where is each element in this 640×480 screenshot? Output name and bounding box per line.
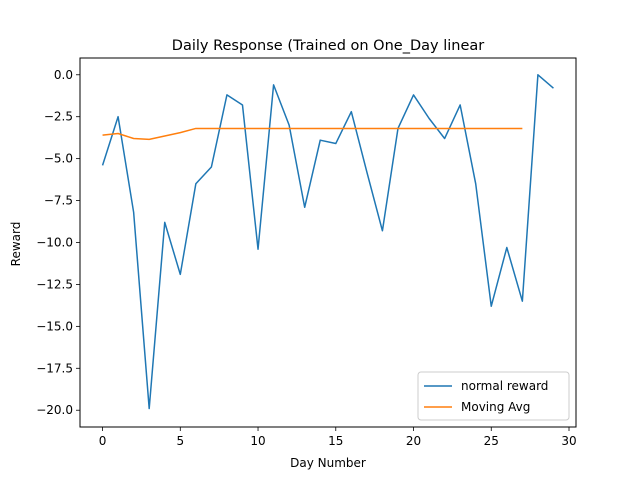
x-tick-label: 10 (250, 434, 265, 448)
x-tick-label: 20 (406, 434, 421, 448)
legend-label: Moving Avg (461, 400, 530, 414)
y-axis-label: Reward (9, 222, 23, 267)
y-tick-label: −10.0 (36, 236, 73, 250)
y-tick-label: −17.5 (36, 361, 73, 375)
x-axis: 0 5 10 15 20 25 30 (99, 427, 577, 448)
x-tick-label: 30 (561, 434, 576, 448)
series-layer (101, 74, 554, 410)
legend-box (417, 371, 570, 421)
y-tick-label: −15.0 (36, 319, 73, 333)
y-tick-label: −7.5 (44, 194, 73, 208)
y-tick-label: 0.0 (54, 68, 73, 82)
x-tick-label: 15 (328, 434, 343, 448)
series-line-normal-reward (101, 74, 554, 410)
y-tick-label: −20.0 (36, 403, 73, 417)
x-axis-label: Day Number (290, 456, 366, 470)
series-line-moving-avg (102, 127, 523, 141)
chart-title: Daily Response (Trained on One_Day linea… (172, 38, 484, 54)
x-tick-label: 5 (176, 434, 184, 448)
x-tick-label: 0 (99, 434, 107, 448)
x-tick-label: 25 (484, 434, 499, 448)
y-tick-label: −5.0 (44, 152, 73, 166)
legend: normal reward Moving Avg (417, 371, 570, 421)
legend-label: normal reward (461, 379, 548, 393)
y-tick-label: −12.5 (36, 277, 73, 291)
y-tick-label: −2.5 (44, 110, 73, 124)
y-axis: 0.0 −2.5 −5.0 −7.5 −10.0 −12.5 −15.0 −17.5 −20.0 (36, 68, 80, 417)
